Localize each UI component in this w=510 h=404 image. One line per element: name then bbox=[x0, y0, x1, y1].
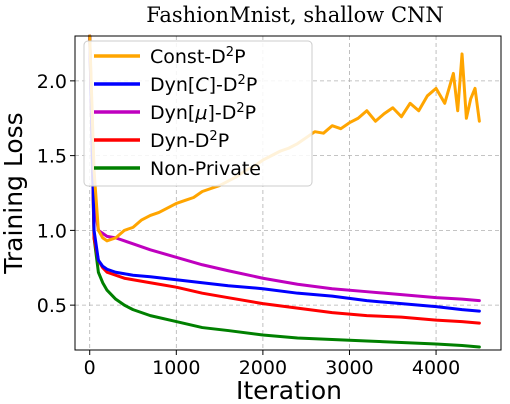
legend-label: Dyn[C]-D2P bbox=[150, 73, 257, 96]
x-tick-label: 1000 bbox=[152, 357, 200, 379]
legend-label: Const-D2P bbox=[150, 45, 246, 68]
y-tick-label: 0.5 bbox=[37, 295, 67, 317]
x-tick-label: 0 bbox=[84, 357, 96, 379]
ticks: 0 1000 2000 3000 4000 0.5 1.0 1.5 2.0 bbox=[37, 71, 460, 379]
x-tick-label: 2000 bbox=[239, 357, 287, 379]
x-tick-label: 3000 bbox=[325, 357, 373, 379]
chart-title: FashionMnist, shallow CNN bbox=[146, 3, 444, 27]
legend: Const-D2P Dyn[C]-D2P Dyn[μ]-D2P Dyn-D2P Non-… bbox=[83, 40, 313, 187]
y-axis-label: Training Loss bbox=[0, 112, 28, 274]
y-tick-label: 1.0 bbox=[37, 220, 67, 242]
y-tick-label: 1.5 bbox=[37, 146, 67, 168]
y-tick-label: 2.0 bbox=[37, 71, 67, 93]
plot-frame bbox=[74, 35, 502, 351]
legend-label: Dyn[μ]-D2P bbox=[150, 101, 256, 124]
series-line bbox=[88, 34, 481, 349]
series-line bbox=[88, 34, 481, 313]
series-line bbox=[88, 34, 481, 303]
x-axis-label: Iteration bbox=[236, 376, 342, 404]
legend-label: Dyn-D2P bbox=[150, 129, 229, 152]
legend-box bbox=[83, 40, 313, 187]
x-tick-label: 4000 bbox=[412, 357, 460, 379]
legend-label: Non-Private bbox=[150, 158, 261, 180]
